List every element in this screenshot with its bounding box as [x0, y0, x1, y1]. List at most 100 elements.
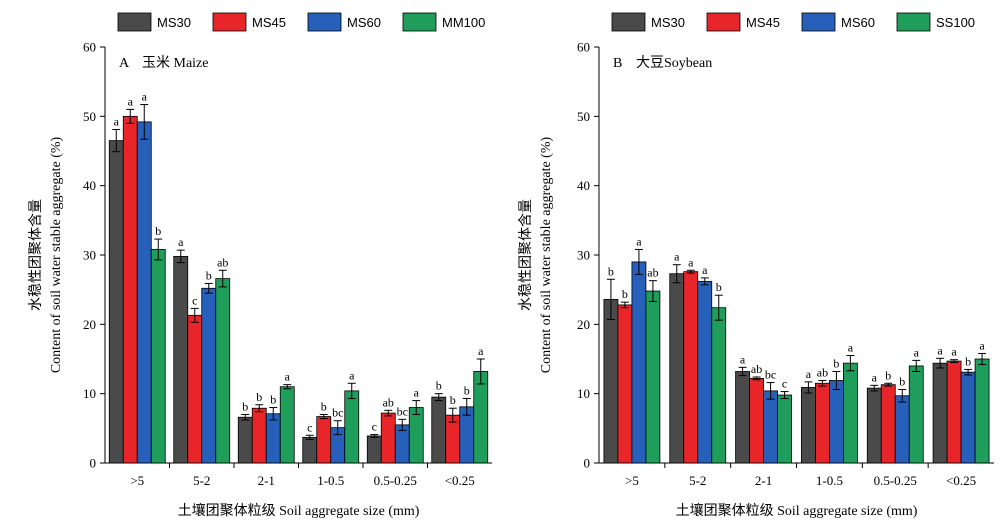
x-tick-label: 1-0.5 [816, 473, 843, 488]
significance-letter: b [622, 287, 628, 301]
bar-MM100-5 [473, 371, 489, 464]
x-tick-label: <0.25 [445, 473, 475, 488]
chart-title: 大豆Soybean [636, 55, 712, 71]
x-tick-label: >5 [625, 473, 639, 488]
bar-MS30-3 [302, 436, 318, 464]
bar-MS60-1 [697, 280, 713, 464]
x-tick-label: 0.5-0.25 [874, 473, 917, 488]
y-axis-title-en: Content of soil water stable aggregate (… [539, 136, 554, 373]
legend-label-MS30: MS30 [157, 15, 191, 30]
y-axis-title-en: Content of soil water stable aggregate (… [49, 136, 64, 373]
significance-letter: b [270, 393, 276, 407]
significance-letter: b [242, 399, 248, 413]
y-tick-label: 30 [83, 248, 96, 263]
significance-letter: a [848, 341, 854, 355]
chart-title: 玉米 Maize [142, 55, 208, 71]
bar-SS100-1 [711, 307, 727, 464]
bar-MS45-1 [187, 314, 203, 464]
significance-letter: a [806, 367, 812, 381]
bar-MS30-1 [669, 273, 685, 464]
significance-letter: ab [217, 255, 228, 269]
significance-letter: b [436, 379, 442, 393]
bar-MS45-5 [946, 360, 962, 464]
bar-SS100-5 [974, 358, 990, 464]
x-axis-title: 土壤团聚体粒级 Soil aggregate size (mm) [676, 502, 918, 519]
significance-letter: a [979, 338, 985, 352]
significance-letter: a [688, 255, 694, 269]
x-tick-label: >5 [130, 473, 144, 488]
y-tick-label: 60 [83, 40, 96, 55]
significance-letter: b [885, 368, 891, 382]
bar-MS45-2 [251, 407, 267, 464]
x-axis-title: 土壤团聚体粒级 Soil aggregate size (mm) [178, 502, 420, 519]
significance-letter: b [833, 356, 839, 370]
panel-label: B [613, 56, 622, 71]
legend-swatch-MS45 [212, 12, 247, 32]
significance-letter: ab [817, 365, 828, 379]
bar-MS30-0 [603, 298, 619, 464]
bar-MS30-5 [431, 396, 447, 464]
significance-letter: b [464, 384, 470, 398]
y-tick-label: 10 [83, 386, 96, 401]
bar-MS30-1 [173, 255, 189, 464]
bar-MS60-0 [136, 121, 152, 464]
bar-MS45-3 [316, 416, 332, 464]
significance-letter: bc [332, 406, 343, 420]
y-tick-label: 20 [577, 317, 590, 332]
bar-MS30-3 [801, 387, 816, 464]
significance-letter: a [702, 263, 708, 277]
bar-MS60-5 [960, 371, 976, 464]
legend-swatch-MS30 [117, 12, 152, 32]
bar-MM100-0 [150, 249, 166, 464]
bar-SS100-2 [777, 394, 792, 464]
x-tick-label: 0.5-0.25 [374, 473, 417, 488]
significance-letter: a [951, 345, 957, 359]
bar-MS30-2 [735, 371, 750, 464]
legend-label-MM100: MM100 [442, 15, 485, 30]
bar-MS30-0 [108, 140, 124, 464]
y-tick-label: 40 [577, 178, 590, 193]
y-axis-title-cn: 水稳性团聚体含量 [28, 199, 44, 311]
significance-letter: bc [397, 404, 408, 418]
bar-MM100-3 [344, 390, 360, 464]
y-tick-label: 20 [83, 317, 96, 332]
significance-letter: ab [383, 395, 394, 409]
legend-label-MS60: MS60 [841, 15, 875, 30]
significance-letter: a [128, 94, 134, 108]
x-tick-label: 1-0.5 [317, 473, 344, 488]
x-tick-label: 2-1 [755, 473, 772, 488]
bar-MM100-2 [279, 386, 295, 464]
bar-MS60-2 [763, 390, 778, 464]
significance-letter: b [899, 375, 905, 389]
legend-swatch-SS100 [896, 12, 931, 32]
significance-letter: a [349, 368, 355, 382]
significance-letter: a [636, 234, 642, 248]
x-tick-label: 5-2 [689, 473, 706, 488]
significance-letter: c [192, 293, 197, 307]
x-tick-label: 2-1 [258, 473, 275, 488]
significance-letter: b [965, 354, 971, 368]
y-tick-label: 10 [577, 386, 590, 401]
x-tick-label: 5-2 [193, 473, 210, 488]
significance-letter: c [372, 420, 377, 434]
significance-letter: a [937, 343, 943, 357]
bar-MS45-3 [815, 382, 830, 464]
legend-label-MS60: MS60 [347, 15, 381, 30]
legend-swatch-MS45 [706, 12, 741, 32]
bar-MM100-1 [215, 278, 231, 464]
legend-swatch-MM100 [402, 12, 437, 32]
bar-MS30-4 [866, 387, 882, 464]
significance-letter: b [256, 390, 262, 404]
significance-letter: a [142, 90, 148, 104]
y-axis-title-cn: 水稳性团聚体含量 [518, 199, 534, 311]
legend-label-MS45: MS45 [746, 15, 780, 30]
x-tick-label: <0.25 [946, 473, 976, 488]
significance-letter: a [478, 344, 484, 358]
legend-swatch-MS30 [611, 12, 646, 32]
significance-letter: a [740, 352, 746, 366]
bar-MS45-1 [683, 271, 699, 464]
legend-swatch-MS60 [307, 12, 342, 32]
bar-SS100-0 [645, 290, 661, 464]
legend-label-MS30: MS30 [651, 15, 685, 30]
